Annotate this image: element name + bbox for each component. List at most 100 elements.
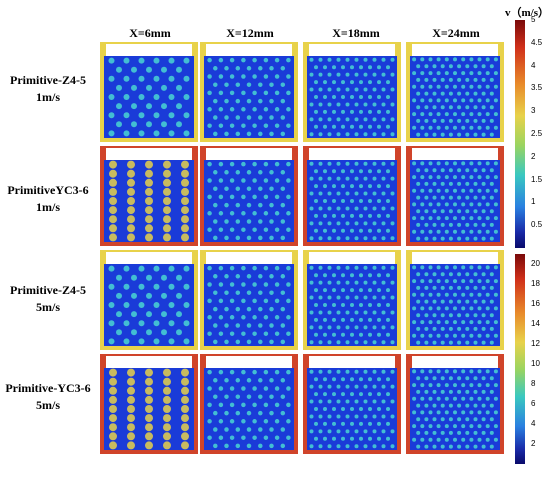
flow-hole	[412, 396, 417, 401]
flow-hole	[390, 399, 395, 404]
flow-hole	[163, 423, 171, 432]
flow-hole	[412, 112, 417, 117]
flow-hole	[176, 274, 182, 281]
flow-hole	[469, 175, 474, 180]
flow-hole	[428, 320, 433, 325]
colorbar-bottom-tick: 10	[531, 359, 540, 368]
flow-hole	[309, 236, 314, 241]
flow-hole	[127, 197, 135, 205]
flow-hole	[350, 303, 354, 307]
flow-hole	[372, 87, 377, 92]
flow-hole	[218, 369, 224, 375]
flow-hole	[286, 315, 291, 320]
flow-hole	[163, 386, 171, 395]
colorbar-top-tick: 3.5	[531, 83, 543, 93]
flow-hole	[336, 221, 341, 226]
flow-hole	[354, 414, 359, 419]
flow-hole	[363, 310, 368, 315]
flow-hole	[323, 332, 327, 337]
flow-hole	[359, 213, 363, 218]
flow-hole	[341, 95, 345, 99]
flow-hole	[465, 389, 470, 394]
flow-hole	[168, 320, 175, 327]
column-header-x24: X=24mm	[432, 26, 480, 40]
flow-hole	[246, 131, 252, 137]
flow-hole	[363, 117, 368, 122]
flow-hole	[274, 315, 280, 320]
flow-hole	[127, 386, 135, 395]
flow-hole	[363, 176, 368, 181]
flow-hole	[350, 421, 354, 426]
panel-field	[410, 56, 500, 138]
flow-hole	[436, 112, 441, 117]
flow-hole	[436, 188, 441, 193]
flow-hole	[309, 414, 314, 419]
flow-hole	[424, 389, 429, 394]
flow-hole	[323, 109, 327, 114]
flow-hole	[286, 178, 291, 183]
flow-hole	[420, 292, 425, 297]
flow-hole	[481, 326, 486, 331]
flow-hole	[448, 272, 453, 277]
contour-panel-r4-c2	[200, 354, 298, 454]
flow-hole	[432, 417, 437, 422]
flow-hole	[489, 168, 494, 173]
flow-hole	[207, 57, 212, 63]
flow-hole	[444, 396, 449, 401]
flow-hole	[341, 228, 345, 233]
flow-hole	[109, 206, 117, 215]
flow-hole	[309, 132, 314, 137]
flow-hole	[314, 421, 318, 426]
flow-hole	[448, 64, 453, 69]
flow-hole	[354, 340, 359, 345]
contour-panel-r4-c4	[406, 354, 504, 454]
flow-hole	[481, 444, 486, 449]
flow-hole	[181, 197, 189, 205]
contour-panel-r1-c3	[303, 42, 401, 142]
flow-hole	[341, 109, 345, 114]
flow-hole	[453, 71, 457, 76]
flow-hole	[390, 206, 395, 211]
flow-hole	[218, 211, 224, 216]
flow-hole	[314, 184, 318, 189]
flow-hole	[477, 57, 482, 62]
flow-hole	[469, 98, 474, 103]
flow-hole	[465, 64, 470, 69]
flow-hole	[345, 132, 350, 137]
flow-hole	[489, 77, 494, 82]
flow-hole	[440, 376, 445, 381]
flow-hole	[412, 383, 417, 388]
flow-hole	[341, 288, 345, 293]
contour-panel-r3-c3	[303, 250, 401, 350]
row-label-1: Primitive-Z4-5 1m/s	[0, 72, 96, 106]
flow-hole	[473, 236, 478, 241]
flow-hole	[381, 429, 386, 434]
flow-hole	[145, 405, 153, 413]
flow-hole	[493, 71, 498, 76]
flow-hole	[318, 384, 323, 389]
flow-hole	[323, 124, 327, 129]
flow-hole	[163, 224, 171, 233]
flow-hole	[145, 368, 153, 377]
flow-hole	[350, 184, 354, 189]
flow-hole	[258, 82, 263, 87]
flow-hole	[318, 206, 323, 211]
flow-hole	[412, 369, 417, 374]
flow-hole	[286, 331, 291, 336]
flow-hole	[461, 175, 466, 180]
flow-hole	[416, 376, 421, 381]
flow-hole	[258, 66, 263, 71]
flow-hole	[309, 191, 314, 196]
flow-hole	[448, 299, 453, 304]
flow-hole	[368, 80, 372, 85]
flow-hole	[386, 407, 390, 411]
flow-hole	[258, 98, 263, 104]
flow-hole	[386, 95, 390, 99]
flow-hole	[263, 178, 269, 183]
flow-hole	[493, 98, 498, 103]
flow-hole	[350, 199, 354, 203]
flow-hole	[444, 57, 449, 62]
flow-hole	[213, 115, 218, 120]
flow-hole	[485, 229, 490, 234]
flow-hole	[263, 298, 269, 304]
